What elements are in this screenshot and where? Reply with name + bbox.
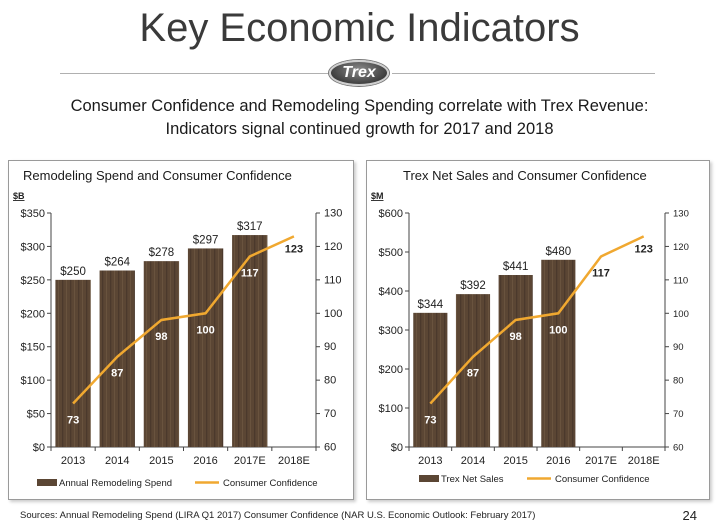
remodeling-chart: Remodeling Spend and Consumer Confidence… xyxy=(13,168,342,489)
page-number: 24 xyxy=(682,508,697,523)
confidence-data-label: 100 xyxy=(549,324,567,336)
sources-footnote: Sources: Annual Remodeling Spend (LIRA Q… xyxy=(20,510,536,521)
bar-data-label: $317 xyxy=(237,221,263,233)
x-axis-tick-label: 2018E xyxy=(628,455,660,467)
page-title: Key Economic Indicators xyxy=(139,6,580,50)
unit-label: $M xyxy=(371,191,384,201)
left-axis-tick-label: $250 xyxy=(21,275,45,287)
title-divider-right xyxy=(392,73,655,74)
chart-title: Trex Net Sales and Consumer Confidence xyxy=(403,168,647,183)
bar-data-label: $278 xyxy=(149,247,175,259)
confidence-line xyxy=(429,235,645,405)
bar-data-label: $392 xyxy=(460,280,486,292)
bar xyxy=(55,279,91,447)
legend-bar-swatch xyxy=(419,475,439,482)
bar-data-label: $344 xyxy=(418,299,444,311)
x-axis-tick-label: 2014 xyxy=(461,455,485,467)
net-sales-chart: Trex Net Sales and Consumer Confidence $M… xyxy=(371,168,689,485)
left-axis-tick-label: $100 xyxy=(21,375,45,387)
confidence-data-label: 123 xyxy=(285,243,303,255)
bar xyxy=(143,261,180,447)
x-axis-tick-label: 2013 xyxy=(61,455,85,467)
right-axis-tick-label: 90 xyxy=(324,341,336,353)
legend-bar-label: Trex Net Sales xyxy=(441,474,504,485)
bar xyxy=(99,270,135,447)
bar-data-label: $250 xyxy=(60,266,86,278)
subtitle-line-1: Consumer Confidence and Remodeling Spend… xyxy=(70,97,649,115)
left-axis-tick-label: $200 xyxy=(379,364,403,376)
bar xyxy=(541,259,576,447)
right-axis-tick-label: 120 xyxy=(324,241,342,253)
right-axis-tick-label: 100 xyxy=(324,308,342,320)
bar-data-label: $441 xyxy=(503,261,529,273)
legend-line-label: Consumer Confidence xyxy=(555,474,650,485)
subtitle-line-2: Indicators signal continued growth for 2… xyxy=(165,120,554,138)
legend-bar-swatch xyxy=(37,479,57,486)
x-axis-tick-label: 2016 xyxy=(546,455,570,467)
bar xyxy=(498,275,533,447)
confidence-data-label: 117 xyxy=(241,267,259,279)
bar xyxy=(187,248,224,447)
right-axis-tick-label: 80 xyxy=(673,376,684,387)
x-axis-tick-label: 2016 xyxy=(193,455,217,467)
right-axis-tick-label: 70 xyxy=(324,408,336,420)
title-divider-left xyxy=(60,73,328,74)
right-axis-tick-label: 130 xyxy=(673,209,689,220)
left-axis-tick-label: $500 xyxy=(379,247,403,259)
x-axis-tick-label: 2015 xyxy=(503,455,527,467)
right-axis-tick-label: 70 xyxy=(673,409,684,420)
x-axis-tick-label: 2017E xyxy=(585,455,617,467)
left-axis-tick-label: $300 xyxy=(379,325,403,337)
subtitle: Consumer Confidence and Remodeling Spend… xyxy=(0,95,719,141)
unit-label: $B xyxy=(13,191,25,201)
right-axis-tick-label: 130 xyxy=(324,208,342,220)
bar-data-label: $297 xyxy=(193,234,219,246)
bar-data-label: $264 xyxy=(104,256,130,268)
left-axis-tick-label: $300 xyxy=(21,241,45,253)
confidence-data-label: 98 xyxy=(510,331,522,343)
right-axis-tick-label: 60 xyxy=(324,442,336,454)
legend-bar-label: Annual Remodeling Spend xyxy=(59,478,172,489)
net-sales-chart-panel: Trex Net Sales and Consumer Confidence $M… xyxy=(366,160,710,500)
left-axis-tick-label: $200 xyxy=(21,308,45,320)
right-axis-tick-label: 60 xyxy=(673,443,684,454)
left-axis-tick-label: $600 xyxy=(379,208,403,220)
legend-line-label: Consumer Confidence xyxy=(223,478,318,489)
left-axis-tick-label: $0 xyxy=(391,442,403,454)
right-axis-tick-label: 90 xyxy=(673,342,684,353)
left-axis-tick-label: $100 xyxy=(379,403,403,415)
confidence-line xyxy=(72,235,295,405)
x-axis-tick-label: 2017E xyxy=(234,455,266,467)
x-axis-tick-label: 2013 xyxy=(418,455,442,467)
left-axis-tick-label: $150 xyxy=(21,342,45,354)
confidence-data-label: 87 xyxy=(467,368,479,380)
left-axis-tick-label: $400 xyxy=(379,286,403,298)
left-axis-tick-label: $350 xyxy=(21,208,45,220)
chart-title: Remodeling Spend and Consumer Confidence xyxy=(23,168,292,183)
bar xyxy=(413,312,448,447)
x-axis-tick-label: 2018E xyxy=(278,455,310,467)
left-axis-tick-label: $0 xyxy=(33,442,45,454)
confidence-data-label: 73 xyxy=(424,415,436,427)
trex-logo: Trex xyxy=(329,60,389,86)
confidence-data-label: 100 xyxy=(196,324,214,336)
right-axis-tick-label: 120 xyxy=(673,242,689,253)
confidence-data-label: 123 xyxy=(634,243,652,255)
right-axis-tick-label: 100 xyxy=(673,309,689,320)
right-axis-tick-label: 110 xyxy=(673,275,688,286)
x-axis-tick-label: 2014 xyxy=(105,455,129,467)
confidence-data-label: 87 xyxy=(111,368,123,380)
confidence-data-label: 73 xyxy=(67,415,79,427)
right-axis-tick-label: 110 xyxy=(324,274,342,286)
x-axis-tick-label: 2015 xyxy=(149,455,173,467)
confidence-data-label: 117 xyxy=(592,267,610,279)
right-axis-tick-label: 80 xyxy=(324,375,336,387)
bar-data-label: $480 xyxy=(546,246,572,258)
left-axis-tick-label: $50 xyxy=(27,409,45,421)
remodeling-chart-panel: Remodeling Spend and Consumer Confidence… xyxy=(8,160,354,500)
confidence-data-label: 98 xyxy=(155,331,167,343)
